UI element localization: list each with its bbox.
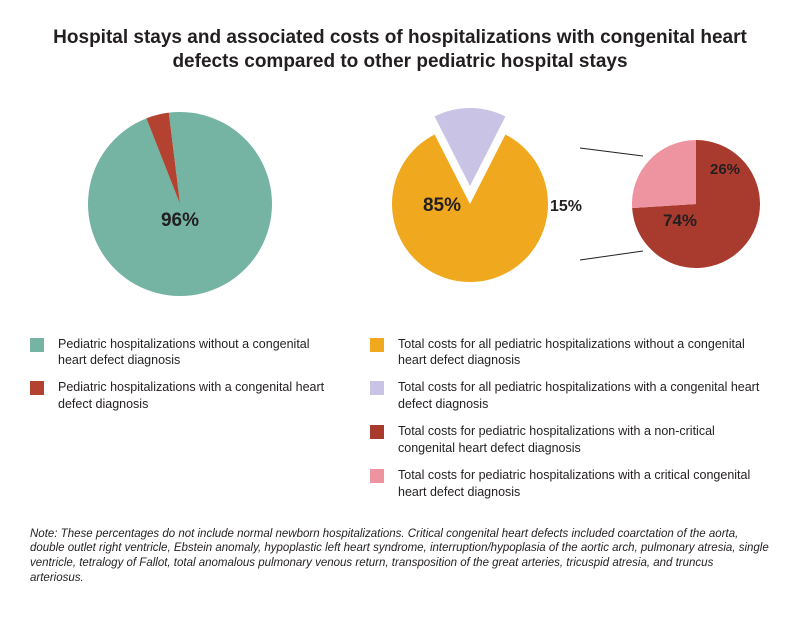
charts-row: 96% 4% 85% 15% 74% 26% [30, 96, 770, 316]
legend-label: Total costs for pediatric hospitalizatio… [398, 423, 770, 457]
legend-label: Total costs for pediatric hospitalizatio… [398, 467, 770, 501]
legends: Pediatric hospitalizations without a con… [30, 336, 770, 511]
costs-pies: 85% 15% 74% 26% [380, 96, 770, 316]
pie-slice [88, 112, 272, 296]
pie-slice [632, 140, 696, 208]
legend-label: Total costs for all pediatric hospitaliz… [398, 379, 770, 413]
connector-line [580, 148, 643, 156]
connector-line [580, 251, 643, 260]
legend-label: Pediatric hospitalizations without a con… [58, 336, 340, 370]
legend-item: Pediatric hospitalizations without a con… [30, 336, 340, 370]
footnote: Note: These percentages do not include n… [30, 527, 770, 587]
legend-swatch [30, 338, 44, 352]
legend-right: Total costs for all pediatric hospitaliz… [370, 336, 770, 511]
pct-label: 26% [710, 161, 740, 178]
legend-item: Total costs for all pediatric hospitaliz… [370, 336, 770, 370]
page-title: Hospital stays and associated costs of h… [30, 26, 770, 74]
legend-swatch [370, 425, 384, 439]
legend-label: Total costs for all pediatric hospitaliz… [398, 336, 770, 370]
legend-item: Total costs for all pediatric hospitaliz… [370, 379, 770, 413]
legend-swatch [370, 469, 384, 483]
legend-left: Pediatric hospitalizations without a con… [30, 336, 340, 511]
pct-label: 96% [161, 210, 199, 231]
legend-item: Total costs for pediatric hospitalizatio… [370, 467, 770, 501]
legend-item: Pediatric hospitalizations with a congen… [30, 379, 340, 413]
legend-swatch [370, 338, 384, 352]
pct-label: 4% [190, 96, 213, 100]
legend-swatch [30, 381, 44, 395]
pct-label: 85% [423, 195, 461, 216]
hospital-stays-pie: 96% 4% [30, 96, 350, 316]
legend-item: Total costs for pediatric hospitalizatio… [370, 423, 770, 457]
legend-swatch [370, 381, 384, 395]
pct-label: 15% [550, 198, 582, 215]
pct-label: 74% [663, 211, 697, 230]
legend-label: Pediatric hospitalizations with a congen… [58, 379, 340, 413]
